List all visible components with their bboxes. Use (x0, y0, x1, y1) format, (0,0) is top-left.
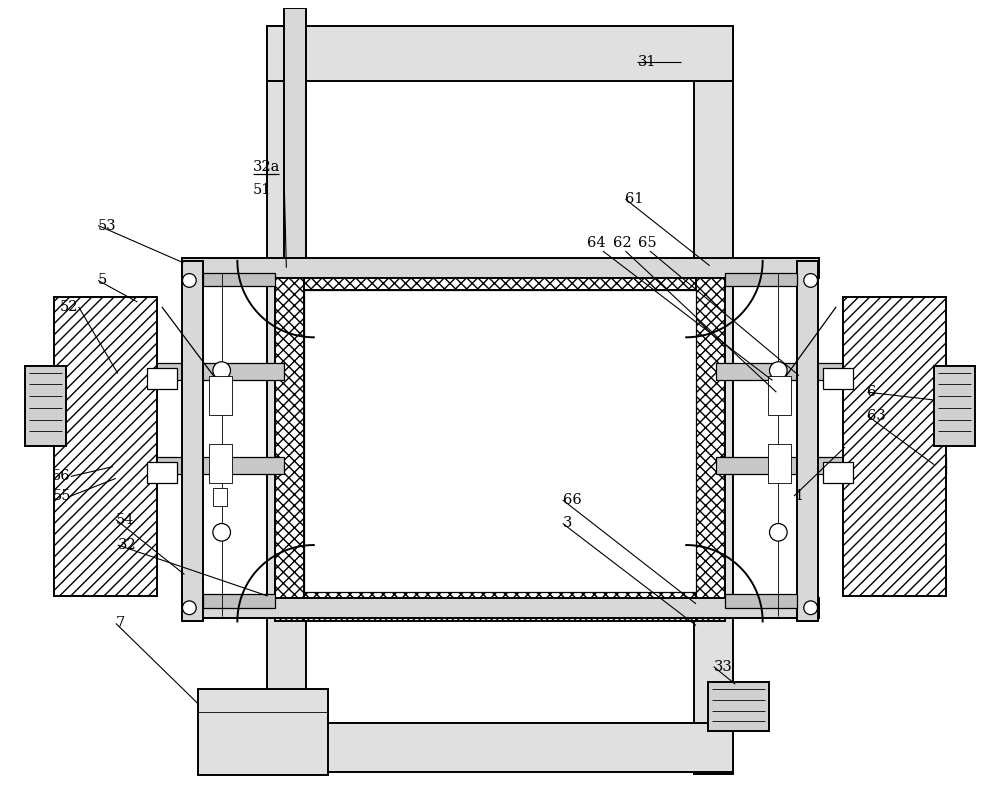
Bar (797, 261, 818, 622)
Bar (203, 273, 275, 286)
Text: 62: 62 (613, 236, 632, 250)
Text: 56: 56 (52, 470, 71, 483)
Bar (147, 462, 177, 483)
Text: 6: 6 (868, 385, 877, 399)
Bar (284, 8, 306, 262)
Bar (823, 462, 853, 483)
Circle shape (182, 274, 196, 287)
Text: 31: 31 (638, 55, 657, 69)
Circle shape (769, 362, 787, 379)
Text: 66: 66 (563, 493, 581, 507)
Circle shape (769, 523, 787, 541)
Bar (182, 258, 818, 278)
Text: 51: 51 (253, 183, 271, 198)
Text: 54: 54 (116, 513, 134, 526)
Text: 3: 3 (563, 517, 572, 530)
Bar (182, 261, 203, 622)
Bar (203, 594, 275, 608)
Text: 5: 5 (98, 274, 107, 287)
Text: 52: 52 (60, 300, 79, 314)
Bar (209, 375, 232, 414)
Bar (823, 368, 853, 390)
Bar (54, 362, 284, 380)
Bar (25, 366, 66, 446)
Bar (275, 261, 304, 622)
Bar (696, 261, 725, 622)
Text: 64: 64 (587, 236, 605, 250)
Bar (267, 26, 733, 82)
Bar (275, 261, 725, 290)
Bar (54, 457, 284, 474)
Bar (768, 375, 791, 414)
Bar (213, 488, 227, 506)
Text: 61: 61 (625, 192, 644, 206)
Bar (768, 444, 791, 483)
Bar (934, 366, 975, 446)
Text: 65: 65 (638, 236, 656, 250)
Circle shape (804, 274, 818, 287)
Bar (275, 592, 725, 622)
Bar (182, 598, 818, 618)
Bar (716, 457, 946, 474)
Bar (725, 273, 797, 286)
Bar (209, 444, 232, 483)
Circle shape (213, 523, 230, 541)
Text: 1: 1 (794, 489, 803, 503)
Bar (708, 682, 769, 731)
Circle shape (182, 601, 196, 614)
Text: 63: 63 (868, 409, 886, 422)
Text: 7: 7 (116, 617, 125, 630)
Bar (267, 723, 733, 773)
Bar (716, 362, 946, 380)
Bar (843, 297, 946, 596)
Circle shape (213, 362, 230, 379)
Text: 53: 53 (98, 218, 117, 233)
Bar (147, 368, 177, 390)
Text: 55: 55 (52, 489, 71, 503)
Text: 32a: 32a (253, 160, 280, 174)
Bar (725, 594, 797, 608)
Text: 32: 32 (118, 538, 136, 552)
Bar (304, 290, 696, 592)
Bar (198, 689, 328, 775)
Bar (267, 26, 306, 774)
Bar (694, 26, 733, 774)
Bar (54, 297, 157, 596)
Circle shape (804, 601, 818, 614)
Text: 33: 33 (714, 659, 732, 674)
